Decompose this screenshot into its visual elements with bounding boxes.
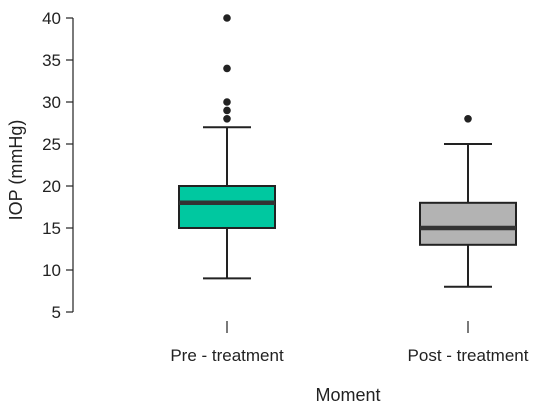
outlier-point [464, 115, 472, 123]
box-iqr [178, 185, 276, 229]
y-axis: 5 10 15 20 25 30 35 40 [42, 9, 74, 322]
y-axis-title: IOP (mmHg) [6, 120, 26, 221]
outlier-point [223, 14, 231, 22]
y-tick-label: 35 [42, 51, 61, 70]
x-tick-label: Post - treatment [408, 346, 529, 365]
y-tick-label: 5 [52, 303, 61, 322]
x-axis: Pre - treatment Post - treatment [170, 321, 529, 365]
y-tick-label: 40 [42, 9, 61, 28]
outlier-point [223, 98, 231, 106]
y-tick-label: 20 [42, 177, 61, 196]
outlier-point [223, 115, 231, 123]
outlier-point [223, 106, 231, 115]
outlier-point [223, 64, 231, 73]
x-axis-title: Moment [315, 385, 380, 405]
box-group [419, 115, 517, 288]
y-tick-label: 30 [42, 93, 61, 112]
box-group [178, 14, 276, 280]
boxes [178, 14, 517, 288]
x-tick-label: Pre - treatment [170, 346, 284, 365]
box-iqr [419, 201, 517, 246]
y-tick-label: 25 [42, 135, 61, 154]
y-tick-label: 15 [42, 219, 61, 238]
y-tick-label: 10 [42, 261, 61, 280]
